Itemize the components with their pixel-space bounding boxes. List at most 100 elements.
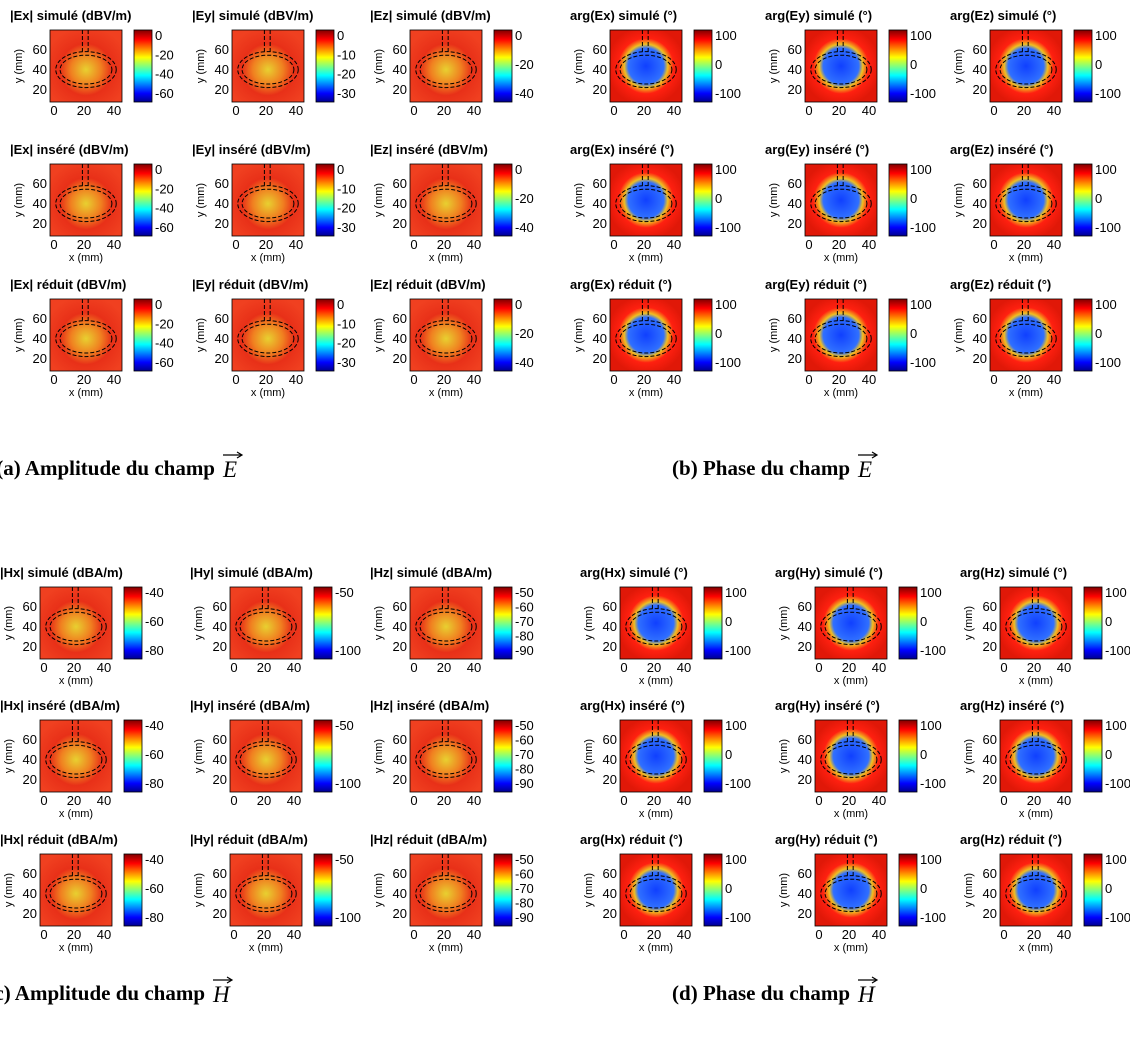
y-tick-label: 20 xyxy=(983,639,997,654)
contour xyxy=(419,878,473,909)
colorbar-tick-label: 0 xyxy=(337,162,344,177)
contour xyxy=(237,185,299,223)
y-tick-label: 40 xyxy=(23,886,37,901)
y-tick-label: 60 xyxy=(393,866,407,881)
colorbar xyxy=(693,298,713,372)
colorbar xyxy=(693,29,713,103)
y-tick-label: 40 xyxy=(983,752,997,767)
colorbar-tick-label: -100 xyxy=(920,910,946,925)
x-tick-label: 0 xyxy=(50,372,57,387)
panel-title: arg(Ey) réduit (°) xyxy=(765,277,867,292)
x-tick-label: 20 xyxy=(842,660,856,675)
x-tick-label: 40 xyxy=(467,793,481,808)
heatmap xyxy=(39,853,113,927)
y-axis-label: y (mm) xyxy=(193,739,205,773)
colorbar-tick-label: 0 xyxy=(1105,614,1112,629)
contour xyxy=(824,878,878,909)
contour xyxy=(55,185,117,223)
x-tick-label: 0 xyxy=(1000,927,1007,942)
y-tick-label: 40 xyxy=(215,196,229,211)
colorbar-tick-label: -40 xyxy=(515,86,534,101)
contour xyxy=(415,741,477,779)
heatmap xyxy=(609,163,683,237)
colorbar-tick-label: -100 xyxy=(715,355,741,370)
y-tick-label: 20 xyxy=(788,216,802,231)
heatmap xyxy=(409,719,483,793)
x-tick-label: 40 xyxy=(97,660,111,675)
colorbar xyxy=(313,719,333,793)
y-axis-label: y (mm) xyxy=(193,606,205,640)
x-tick-label: 40 xyxy=(287,927,301,942)
x-tick-label: 20 xyxy=(437,372,451,387)
colorbar-tick-label: -100 xyxy=(1105,910,1130,925)
x-tick-label: 0 xyxy=(815,660,822,675)
y-axis-label: y (mm) xyxy=(573,183,585,217)
x-tick-label: 20 xyxy=(832,372,846,387)
x-tick-label: 20 xyxy=(259,372,273,387)
contour xyxy=(59,323,113,354)
x-tick-label: 20 xyxy=(77,372,91,387)
colorbar-tick-label: -50 xyxy=(335,852,354,867)
x-axis-label: x (mm) xyxy=(629,252,663,264)
heatmap xyxy=(619,586,693,660)
y-tick-label: 40 xyxy=(393,886,407,901)
colorbar-tick-label: 100 xyxy=(725,718,747,733)
contour xyxy=(235,875,297,913)
panel-title: |Hz| inséré (dBA/m) xyxy=(370,698,489,713)
contour xyxy=(419,744,473,775)
x-tick-label: 20 xyxy=(257,927,271,942)
y-axis-label: y (mm) xyxy=(373,606,385,640)
x-tick-label: 40 xyxy=(467,103,481,118)
colorbar-tick-label: -100 xyxy=(725,643,751,658)
panel-title: |Ex| inséré (dBV/m) xyxy=(10,142,129,157)
x-tick-label: 40 xyxy=(677,660,691,675)
y-tick-label: 60 xyxy=(603,732,617,747)
colorbar-tick-label: -60 xyxy=(145,881,164,896)
x-axis-label: x (mm) xyxy=(1009,252,1043,264)
heatmap xyxy=(999,586,1073,660)
x-axis-label: x (mm) xyxy=(1019,942,1053,954)
x-tick-label: 20 xyxy=(67,793,81,808)
heatmap xyxy=(814,719,888,793)
x-tick-label: 40 xyxy=(467,372,481,387)
heatmap xyxy=(804,163,878,237)
panel-title: arg(Hx) réduit (°) xyxy=(580,832,683,847)
colorbar-tick-label: -90 xyxy=(515,910,534,925)
contour xyxy=(419,188,473,219)
colorbar xyxy=(133,298,153,372)
vector-symbol: H xyxy=(857,982,876,1007)
x-tick-label: 40 xyxy=(97,793,111,808)
y-tick-label: 40 xyxy=(23,619,37,634)
panel-title: arg(Hy) réduit (°) xyxy=(775,832,878,847)
vector-symbol: E xyxy=(857,457,872,482)
y-tick-label: 40 xyxy=(983,886,997,901)
y-tick-label: 20 xyxy=(23,772,37,787)
colorbar-tick-label: 0 xyxy=(155,297,162,312)
y-tick-label: 60 xyxy=(393,176,407,191)
y-tick-label: 60 xyxy=(213,732,227,747)
y-axis-label: y (mm) xyxy=(3,739,15,773)
y-tick-label: 60 xyxy=(215,42,229,57)
colorbar-tick-label: -80 xyxy=(515,762,534,777)
x-tick-label: 40 xyxy=(467,927,481,942)
colorbar-tick-label: -80 xyxy=(515,896,534,911)
x-axis-label: x (mm) xyxy=(824,252,858,264)
x-tick-label: 40 xyxy=(862,237,876,252)
y-tick-label: 20 xyxy=(603,906,617,921)
y-tick-label: 40 xyxy=(393,619,407,634)
contour xyxy=(619,188,673,219)
x-tick-label: 0 xyxy=(410,793,417,808)
colorbar-tick-label: -60 xyxy=(515,600,534,615)
colorbar-tick-label: 0 xyxy=(920,614,927,629)
colorbar xyxy=(703,853,723,927)
contour xyxy=(239,611,293,642)
x-tick-label: 0 xyxy=(620,927,627,942)
y-axis-label: y (mm) xyxy=(953,318,965,352)
contour xyxy=(419,611,473,642)
contour xyxy=(55,51,117,89)
y-axis-label: y (mm) xyxy=(573,318,585,352)
y-tick-label: 20 xyxy=(23,906,37,921)
contour xyxy=(995,320,1057,358)
x-tick-label: 20 xyxy=(259,237,273,252)
panel-title: arg(Hy) simulé (°) xyxy=(775,565,883,580)
